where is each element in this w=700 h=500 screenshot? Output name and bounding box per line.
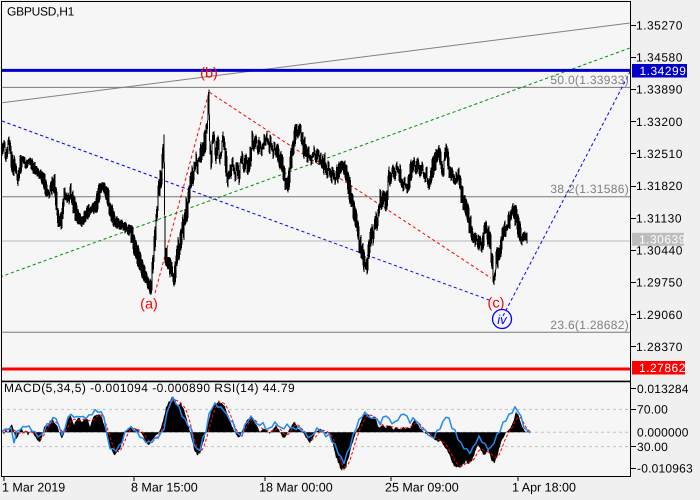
svg-text:50.0(1.33933): 50.0(1.33933) [550,73,629,87]
svg-text:23.6(1.28682): 23.6(1.28682) [550,318,629,332]
svg-text:1.27862: 1.27862 [639,361,686,375]
svg-text:1.34299: 1.34299 [640,64,687,78]
svg-text:(c): (c) [488,296,505,312]
svg-text:1.28370: 1.28370 [636,340,683,354]
svg-text:1.34580: 1.34580 [636,51,683,65]
svg-text:1 Mar 2019: 1 Mar 2019 [2,481,65,495]
svg-text:1.31820: 1.31820 [636,179,683,193]
svg-text:1.29060: 1.29060 [636,308,683,322]
svg-text:1.29750: 1.29750 [636,276,683,290]
svg-text:1.30440: 1.30440 [636,244,683,258]
svg-text:1.31130: 1.31130 [636,211,682,225]
svg-text:(a): (a) [140,297,158,313]
svg-text:70.00: 70.00 [637,403,668,417]
svg-text:38,2(1.31586): 38,2(1.31586) [550,182,629,196]
svg-text:25 Mar 09:00: 25 Mar 09:00 [385,481,459,495]
svg-text:18 Mar 00:00: 18 Mar 00:00 [259,481,333,495]
svg-text:MACD(5,34,5) -0.001094 -0.0008: MACD(5,34,5) -0.001094 -0.000890 RSI(14)… [4,381,295,395]
svg-text:1.33200: 1.33200 [636,115,683,129]
svg-text:(b): (b) [200,66,218,82]
svg-text:0.000000: 0.000000 [637,426,689,440]
svg-text:1.30639: 1.30639 [639,232,686,246]
svg-text:1.35270: 1.35270 [636,18,683,32]
svg-text:0.013284: 0.013284 [637,382,689,396]
svg-text:30.00: 30.00 [637,440,668,454]
svg-text:1.33890: 1.33890 [636,83,683,97]
svg-text:8 Mar 15:00: 8 Mar 15:00 [131,481,198,495]
svg-text:GBPUSD,H1: GBPUSD,H1 [7,5,75,19]
svg-text:iv: iv [497,312,508,327]
svg-text:1 Apr 18:00: 1 Apr 18:00 [512,481,576,495]
svg-text:-0.010963: -0.010963 [637,461,693,475]
svg-text:1.32510: 1.32510 [636,147,683,161]
